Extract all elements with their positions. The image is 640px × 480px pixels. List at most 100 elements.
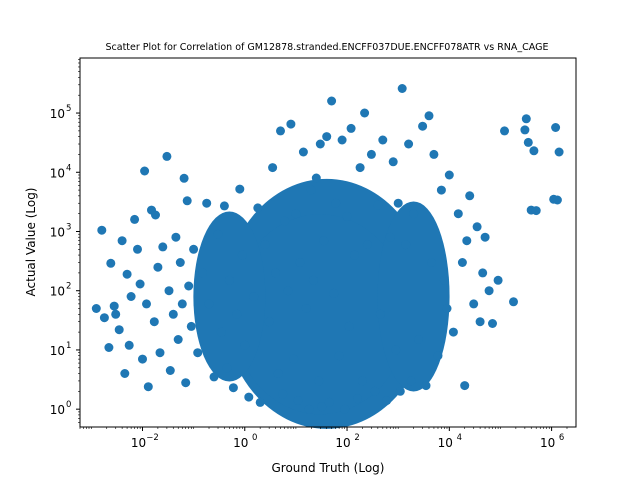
data-point: [397, 84, 407, 93]
y-tick-label: 10: [50, 344, 65, 358]
data-point: [554, 147, 564, 157]
x-tick-exponent: 4: [457, 433, 462, 443]
data-point: [280, 216, 290, 226]
data-point: [171, 232, 181, 242]
data-point: [122, 269, 132, 279]
data-point: [155, 348, 165, 358]
data-point: [253, 203, 263, 213]
data-point: [106, 258, 116, 268]
data-point: [337, 135, 347, 145]
data-point: [391, 345, 401, 355]
data-point: [314, 376, 324, 386]
data-point: [249, 292, 259, 301]
data-point: [151, 210, 160, 220]
x-tick-exponent: 2: [354, 433, 359, 443]
data-point: [329, 288, 339, 298]
data-point: [418, 121, 428, 131]
data-point: [531, 206, 541, 216]
data-point: [260, 240, 270, 250]
data-point: [142, 299, 151, 309]
data-point: [488, 319, 497, 328]
data-point: [244, 392, 254, 402]
data-point: [340, 404, 350, 414]
data-point: [315, 139, 325, 149]
data-point: [273, 369, 283, 378]
data-point: [216, 327, 226, 337]
data-point: [350, 250, 359, 260]
data-point: [406, 376, 416, 386]
data-point: [278, 389, 288, 399]
data-point: [173, 335, 183, 344]
data-point: [433, 351, 443, 361]
data-point: [346, 123, 356, 133]
data-point: [193, 348, 203, 358]
data-point: [140, 166, 150, 176]
data-point: [104, 343, 114, 352]
y-axis-label: Actual Value (Log): [24, 188, 38, 297]
data-point: [286, 119, 296, 129]
data-point: [291, 209, 301, 219]
data-point: [388, 157, 398, 167]
data-point: [209, 372, 219, 382]
data-point: [344, 321, 354, 331]
data-point: [424, 111, 434, 121]
data-point: [126, 292, 136, 301]
data-point: [182, 196, 192, 206]
data-point: [353, 394, 362, 404]
data-point: [204, 299, 214, 309]
data-point: [480, 232, 490, 242]
data-point: [334, 351, 344, 361]
data-point: [373, 200, 383, 210]
chart-title: Scatter Plot for Correlation of GM12878.…: [106, 42, 549, 53]
x-tick-label: 10: [131, 436, 146, 450]
x-tick-label: 10: [438, 436, 453, 450]
y-tick-exponent: 5: [66, 104, 71, 114]
data-point: [120, 369, 130, 378]
data-point: [158, 242, 168, 252]
data-point: [421, 381, 431, 391]
data-point: [228, 383, 238, 393]
data-point: [436, 185, 446, 195]
data-point: [133, 244, 142, 254]
data-point: [240, 340, 250, 350]
data-point: [301, 304, 311, 313]
data-point: [271, 268, 281, 278]
data-point: [264, 317, 274, 327]
data-point: [375, 309, 385, 319]
data-point: [213, 229, 223, 239]
data-point: [175, 258, 185, 267]
data-point: [283, 286, 293, 296]
plot-frame: [79, 57, 577, 428]
data-points: [91, 84, 564, 429]
data-point: [168, 309, 178, 319]
data-point: [401, 240, 411, 250]
x-tick-label: 10: [233, 436, 248, 450]
data-point: [475, 317, 485, 327]
data-point: [97, 225, 107, 235]
data-point: [469, 299, 479, 309]
data-point: [509, 297, 518, 307]
data-point: [298, 147, 308, 157]
data-point: [465, 191, 475, 201]
data-point: [149, 317, 159, 327]
x-tick-label: 10: [540, 436, 555, 450]
data-point: [478, 268, 488, 278]
data-point: [179, 173, 189, 183]
dense-cloud-left: [193, 211, 266, 382]
data-point: [493, 275, 503, 285]
data-point: [117, 236, 127, 246]
data-point: [224, 275, 234, 285]
y-tick-exponent: 3: [66, 222, 71, 232]
data-point: [153, 262, 163, 272]
data-point: [177, 299, 187, 309]
y-tick-label: 10: [50, 285, 65, 299]
y-tick-label: 10: [50, 166, 65, 180]
data-point: [202, 198, 212, 208]
data-point: [439, 275, 449, 285]
data-point: [370, 386, 380, 396]
x-tick-exponent: 0: [252, 433, 257, 443]
data-point: [235, 184, 245, 194]
data-point: [331, 198, 341, 208]
